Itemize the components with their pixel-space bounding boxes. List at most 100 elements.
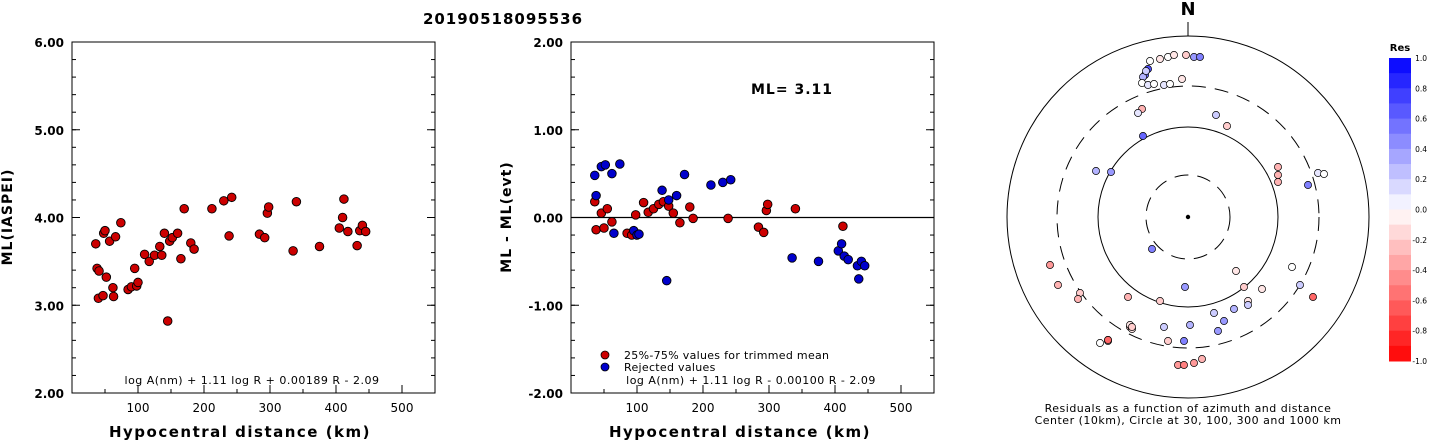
data-point xyxy=(144,256,154,267)
data-point xyxy=(179,203,189,214)
data-point xyxy=(634,229,644,239)
station-residual-point xyxy=(1170,51,1178,59)
legend-label-trimmed: 25%-75% values for trimmed mean xyxy=(624,349,829,362)
residual-vs-distance-plot: 100 200 300 400 500 -2.00 -1.00 0.00 1.00 2.00 ML… xyxy=(499,36,935,441)
formula-text: log A(nm) + 1.11 log R + 0.00189 R - 2.0… xyxy=(125,374,380,387)
station-residual-point xyxy=(1107,168,1115,176)
data-point xyxy=(219,196,229,206)
y-tick-label: 2.00 xyxy=(533,36,563,50)
colorbar-cell xyxy=(1389,58,1411,74)
colorbar-cell xyxy=(1389,88,1411,104)
colorbar-cell xyxy=(1389,224,1411,241)
data-point xyxy=(101,272,112,282)
data-point xyxy=(838,221,848,232)
formula-text: log A(nm) + 1.11 log R - 0.00100 R - 2.0… xyxy=(626,374,876,387)
data-point xyxy=(718,177,728,188)
data-point xyxy=(129,263,140,274)
colorbar-cell xyxy=(1389,300,1411,317)
station-residual-point xyxy=(1212,111,1220,119)
colorbar-cells xyxy=(1389,58,1411,362)
data-point xyxy=(602,203,613,214)
data-point xyxy=(108,282,118,293)
station-residual-point xyxy=(1223,122,1231,130)
data-point xyxy=(668,208,679,218)
colorbar-cell xyxy=(1389,285,1411,301)
data-point xyxy=(607,217,617,227)
station-residual-point xyxy=(1309,293,1317,301)
data-point xyxy=(630,210,641,220)
data-point xyxy=(133,277,143,288)
data-point xyxy=(263,202,274,212)
center-dot xyxy=(1185,214,1191,220)
station-residual-point xyxy=(1178,75,1186,83)
station-residual-point xyxy=(1104,336,1112,344)
circle-30km xyxy=(1145,174,1231,260)
station-residual-point xyxy=(1148,245,1156,253)
data-point xyxy=(685,202,695,212)
data-point xyxy=(226,192,237,203)
colorbar-tick-label: 0.2 xyxy=(1415,175,1427,184)
axis-ticks: 100 200 300 400 500 -2.00 -1.00 0.00 1.00 2.00 xyxy=(528,36,934,415)
data-point xyxy=(339,194,349,204)
y-tick-label: 2.00 xyxy=(34,387,64,401)
data-point xyxy=(314,241,325,252)
data-point xyxy=(787,253,797,263)
data-point xyxy=(615,159,625,169)
station-residual-point xyxy=(1274,171,1282,179)
station-residual-point xyxy=(1092,167,1100,175)
data-point xyxy=(599,223,609,233)
station-residual-point xyxy=(1244,301,1252,309)
x-tick-label: 300 xyxy=(758,401,781,415)
data-point xyxy=(688,213,698,224)
azimuth-residual-plot: N Residuals as a function of azimuth and… xyxy=(1006,0,1370,427)
data-point xyxy=(591,225,601,235)
station-residual-point xyxy=(1046,261,1054,269)
data-point xyxy=(157,250,167,260)
colorbar-cell xyxy=(1389,73,1411,89)
data-point xyxy=(172,228,183,239)
station-residual-point xyxy=(1180,361,1188,369)
station-residual-point xyxy=(1288,263,1296,271)
data-point xyxy=(725,175,736,185)
y-tick-label: 3.00 xyxy=(34,299,64,313)
circle-300km xyxy=(1056,85,1320,349)
data-point xyxy=(337,212,348,223)
colorbar-cell xyxy=(1389,254,1411,271)
colorbar-cell xyxy=(1389,103,1411,120)
data-point xyxy=(607,168,617,179)
legend: 25%-75% values for trimmed mean Rejected… xyxy=(600,349,829,374)
ml-annotation: ML= 3.11 xyxy=(751,82,833,98)
legend-marker-rejected xyxy=(600,362,610,372)
station-residual-point xyxy=(1186,321,1194,329)
station-residual-point xyxy=(1198,355,1206,363)
station-residual-point xyxy=(1180,337,1188,345)
colorbar-cell xyxy=(1389,345,1411,362)
north-label: N xyxy=(1180,0,1195,20)
figure-title: 20190518095536 xyxy=(423,10,583,28)
y-tick-label: 1.00 xyxy=(533,124,563,138)
data-point xyxy=(159,228,170,239)
data-point xyxy=(762,199,773,210)
data-point xyxy=(723,213,733,224)
y-tick-label: 4.00 xyxy=(34,212,64,226)
data-point xyxy=(155,241,165,252)
station-residual-point xyxy=(1296,281,1304,289)
data-point xyxy=(813,256,824,267)
data-point xyxy=(859,261,870,271)
legend-marker-trimmed xyxy=(600,350,610,360)
colorbar-ticks: 1.0 0.8 0.6 0.4 0.2 0.0 -0.2 -0.4 -0.6 -0.8 -1.0 xyxy=(1412,54,1427,366)
station-residual-point xyxy=(1210,309,1218,317)
colorbar-cell xyxy=(1389,148,1411,165)
data-point xyxy=(259,232,270,243)
data-point xyxy=(288,246,298,256)
station-residual-point xyxy=(1146,57,1154,65)
colorbar-cell xyxy=(1389,209,1411,226)
axis-ticks: 100 200 300 400 500 2.00 3.00 4.00 5.00 6.00 xyxy=(34,36,435,415)
colorbar-cell xyxy=(1389,179,1411,195)
colorbar-tick-label: 0.8 xyxy=(1415,84,1427,93)
station-residual-point xyxy=(1124,293,1132,301)
plot-frame xyxy=(71,41,436,394)
station-residual-point xyxy=(1128,323,1136,331)
y-tick-label: 0.00 xyxy=(533,212,563,226)
